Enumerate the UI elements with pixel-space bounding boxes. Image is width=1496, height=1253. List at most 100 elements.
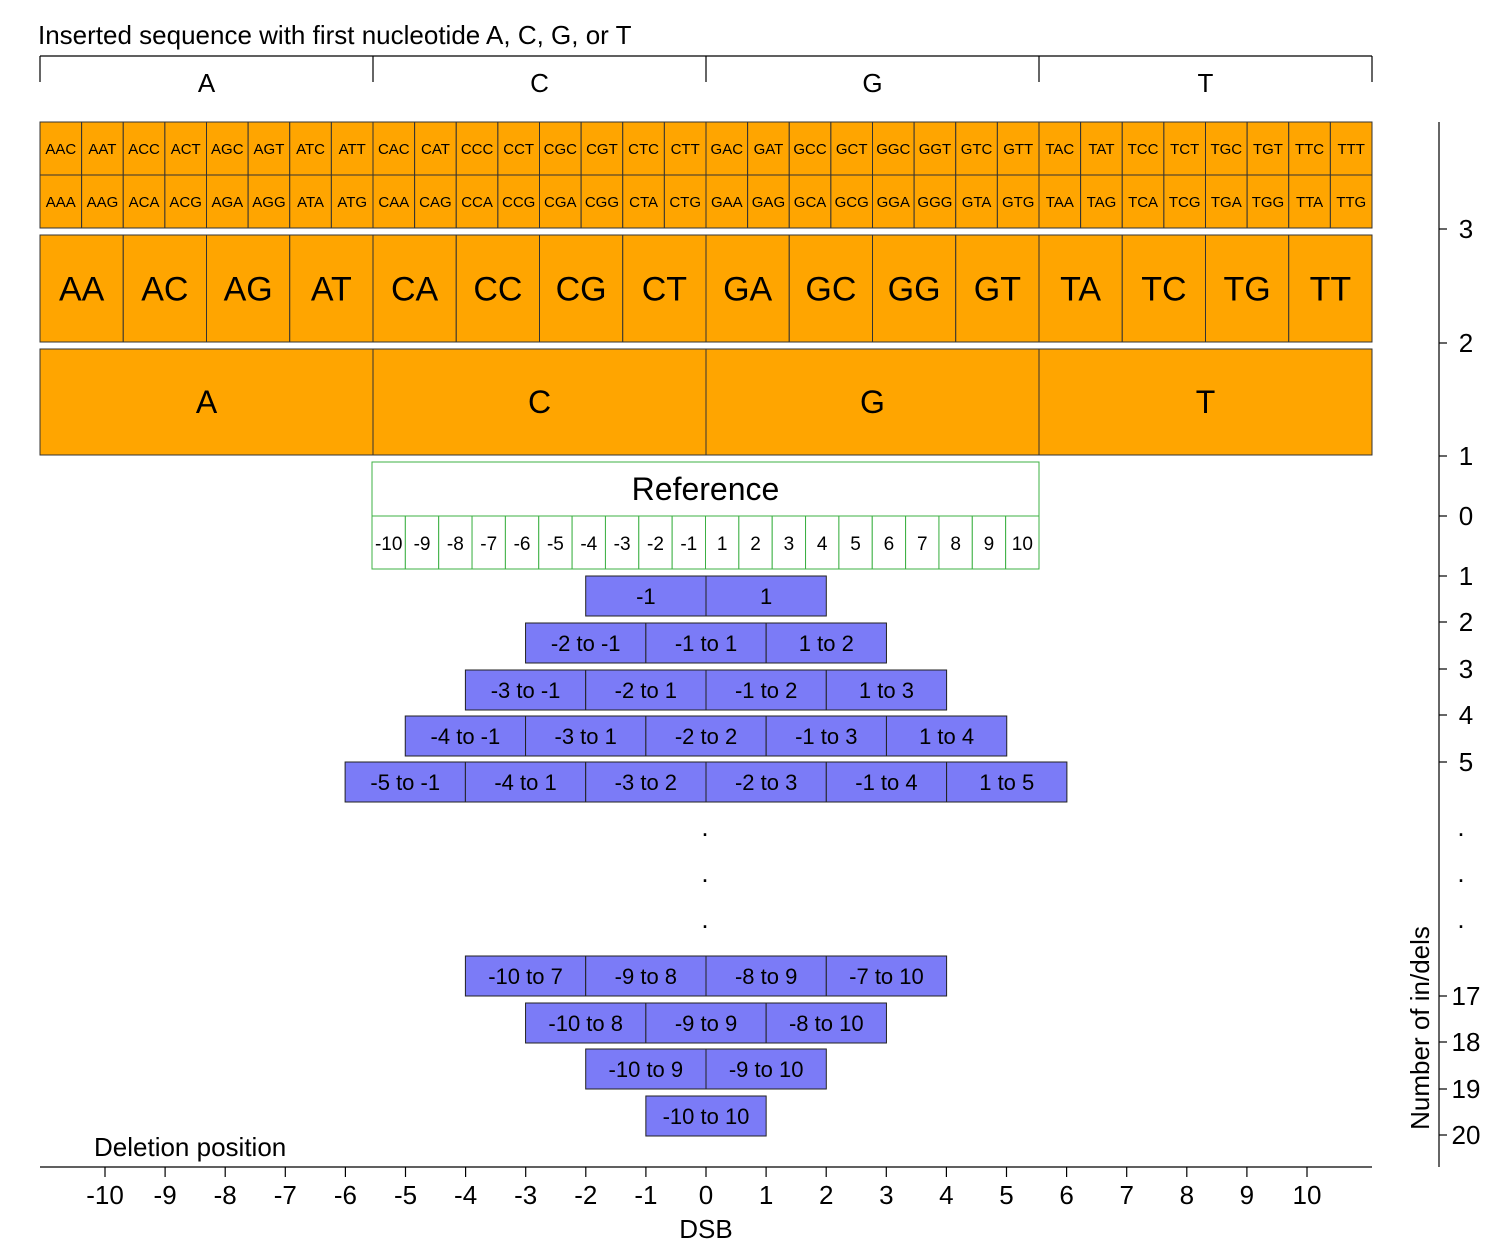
deletion-block-label: -2 to -1	[551, 631, 621, 656]
insert-3nt-cell	[539, 174, 582, 229]
insert-3nt-label: GGG	[917, 194, 952, 211]
insert-3nt-label: TAA	[1046, 194, 1074, 211]
insert-3nt-label: ATA	[297, 194, 324, 211]
reference-position-cell	[771, 515, 807, 570]
insert-2nt-cell	[872, 234, 957, 343]
x-axis-tick-label: 5	[999, 1180, 1013, 1210]
deletion-block-label: -1 to 1	[675, 631, 737, 656]
deletion-block	[825, 669, 948, 711]
insert-3nt-label: GTT	[1003, 141, 1033, 158]
x-axis-tick-label: 2	[819, 1180, 833, 1210]
deletion-block-label: -1 to 2	[735, 678, 797, 703]
insert-1nt-label: C	[528, 384, 551, 420]
reference-position-label: -10	[375, 534, 402, 555]
x-axis-tick-label: 8	[1180, 1180, 1194, 1210]
insert-3nt-label: CTG	[669, 194, 701, 211]
y-axis-tick-label: 18	[1452, 1027, 1481, 1057]
deletion-block	[585, 1048, 707, 1090]
deletion-block-label: -8 to 9	[735, 964, 797, 989]
deletion-block-label: -10 to 9	[609, 1057, 684, 1082]
y-axis-tick-label: 2	[1459, 607, 1473, 637]
deletion-block	[525, 622, 647, 664]
x-axis-tick-label: 6	[1059, 1180, 1073, 1210]
insert-3nt-cell	[996, 121, 1040, 176]
reference-label: Reference	[632, 471, 780, 507]
x-axis-tick-label: -10	[86, 1180, 124, 1210]
y-axis-label: Number of in/dels	[1405, 926, 1435, 1130]
x-axis-tick-label: -2	[574, 1180, 597, 1210]
reference-position-label: 5	[850, 534, 861, 555]
deletion-block-label: -9 to 8	[615, 964, 677, 989]
first-nucleotide-label: T	[1198, 68, 1214, 98]
reference-position-cell	[504, 515, 540, 570]
deletion-block-label: -8 to 10	[789, 1011, 864, 1036]
insert-3nt-label: CCA	[461, 194, 493, 211]
insert-2nt-cell	[1205, 234, 1290, 343]
reference-position-cell	[571, 515, 606, 570]
x-axis-tick-label: 9	[1240, 1180, 1254, 1210]
insert-3nt-label: TGC	[1210, 141, 1242, 158]
insert-3nt-cell	[955, 174, 998, 229]
insert-3nt-label: GTG	[1002, 194, 1035, 211]
insert-3nt-label: ATT	[339, 141, 366, 158]
insert-2nt-label: GA	[723, 270, 772, 308]
insert-3nt-cell	[1038, 121, 1082, 176]
insert-3nt-cell	[164, 174, 207, 229]
insert-2nt-cell	[289, 234, 374, 343]
insert-3nt-label: TAC	[1045, 141, 1074, 158]
deletion-block	[705, 575, 827, 617]
insert-3nt-cell	[663, 121, 707, 176]
insert-3nt-label: AAG	[87, 194, 119, 211]
insert-3nt-label: CTT	[671, 141, 700, 158]
insert-3nt-label: AGA	[211, 194, 243, 211]
ellipsis-dot: .	[1457, 812, 1464, 842]
insert-3nt-label: ACC	[128, 141, 160, 158]
deletion-block	[585, 575, 707, 617]
deletion-block-label: -9 to 10	[729, 1057, 804, 1082]
insert-3nt-cell	[1329, 174, 1373, 229]
insert-3nt-cell	[1205, 174, 1248, 229]
reference-position-cell	[938, 515, 973, 570]
reference-position-label: -4	[580, 534, 597, 555]
reference-position-label: -7	[480, 534, 497, 555]
deletion-block-label: -2 to 1	[615, 678, 677, 703]
insert-2nt-label: GT	[974, 270, 1021, 308]
insert-3nt-cell	[372, 121, 416, 176]
insert-3nt-label: ACT	[171, 141, 201, 158]
deletion-block-label: -1 to 4	[855, 770, 917, 795]
group-bracket-ticks	[39, 56, 1373, 82]
insert-2nt-label: TG	[1224, 270, 1271, 308]
y-axis-tick-label: 1	[1459, 561, 1473, 591]
insert-3nt-cell	[497, 121, 540, 176]
x-axis-tick-label: -5	[394, 1180, 417, 1210]
deletion-block	[645, 622, 767, 664]
insert-3nt-label: TTC	[1295, 141, 1324, 158]
insert-2nt-label: AA	[59, 270, 105, 308]
insert-2nt-cell	[1038, 234, 1123, 343]
insert-3nt-cell	[164, 121, 207, 176]
insert-3nt-cell	[705, 121, 749, 176]
insert-3nt-label: TAG	[1087, 194, 1117, 211]
y-axis-tick-label: 19	[1452, 1074, 1481, 1104]
deletion-block	[404, 715, 527, 757]
deletion-position-label: Deletion position	[94, 1132, 286, 1162]
deletion-block	[946, 761, 1068, 803]
reference-position-cell	[838, 515, 873, 570]
insert-3nt-cell	[122, 174, 166, 229]
insert-3nt-cell	[1121, 121, 1165, 176]
insert-3nt-label: TTG	[1336, 194, 1366, 211]
insert-3nt-label: AGC	[211, 141, 244, 158]
insert-3nt-cell	[1205, 121, 1248, 176]
insert-2nt-cell	[372, 234, 457, 343]
insertion-2nt-block: AA AC AG AT CA CC CG CT GA GC GG GT TA TC TG TT	[39, 234, 1373, 343]
y-axis-tick-label: 0	[1459, 501, 1473, 531]
insert-3nt-label: GGC	[876, 141, 910, 158]
x-axis-tick-label: -7	[274, 1180, 297, 1210]
insert-2nt-cell	[788, 234, 873, 343]
x-axis-label: DSB	[679, 1214, 732, 1244]
insert-3nt-label: TGG	[1252, 194, 1285, 211]
deletion-block	[705, 669, 827, 711]
